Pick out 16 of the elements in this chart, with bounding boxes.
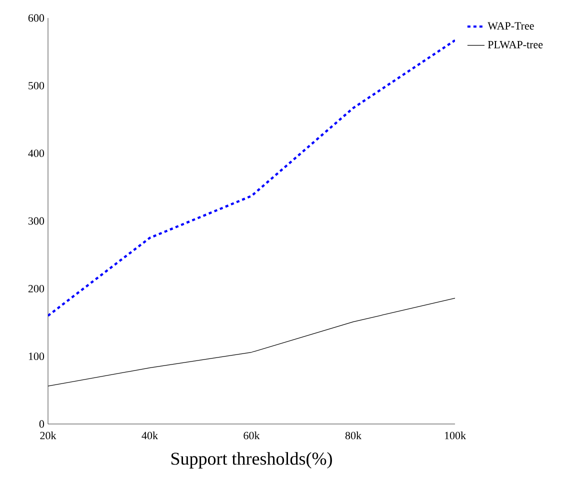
y-tick-label: 400 — [28, 150, 44, 158]
y-tick-label: 600 — [28, 14, 44, 22]
x-tick-label: 40k — [142, 432, 158, 440]
x-axis-title: Support thresholds(%) — [171, 452, 332, 468]
x-tick-label: 60k — [244, 432, 260, 440]
x-tick-label: 80k — [345, 432, 362, 440]
y-tick-label: 300 — [28, 217, 44, 225]
y-tick-label: 100 — [28, 352, 44, 360]
legend-label: WAP-Tree — [488, 22, 534, 30]
line-series — [48, 39, 455, 317]
x-tick-label: 100k — [444, 432, 466, 440]
y-tick-label: 500 — [28, 82, 44, 90]
y-tick-label: 200 — [28, 284, 44, 292]
y-tick-label: 0 — [39, 420, 44, 428]
x-tick-label: 20k — [40, 432, 56, 440]
legend-label: PLWAP-tree — [488, 40, 543, 48]
